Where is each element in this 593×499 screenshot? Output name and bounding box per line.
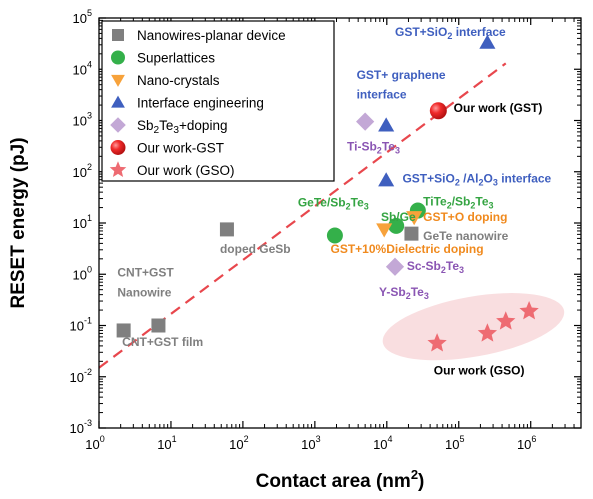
annotation-5: Ti-Sb2Te3 [347,139,400,155]
annotation-7: GeTe/Sb2Te3 [298,195,369,211]
annotations-layer: GST+SiO2 interface GST+ graphene interface… [117,25,551,378]
y-tick-label: 10-1 [70,316,92,334]
x-tick-label: 103 [301,434,320,452]
point-sb-te-doping-1 [356,112,375,131]
gso-highlight-ellipse [382,293,565,361]
legend-marker-our-work-gso [109,161,127,178]
point-nanowires-planar-device-1 [116,323,131,338]
point-our-work-gso-3 [496,311,516,330]
annotation-2: GST+ graphene [357,68,446,82]
y-tick-label: 10-3 [70,418,92,436]
annotation-16: CNT+GST [117,266,174,280]
legend-marker-interface-engineering [111,95,125,108]
y-tick-label: 102 [73,162,92,180]
x-tick-label: 105 [445,434,464,452]
x-tick-label: 102 [229,434,248,452]
annotation-17: Nanowire [117,285,171,299]
legend-label-our-work-gst: Our work-GST [137,141,224,156]
annotation-3: interface [357,87,407,101]
annotation-14: Sc-Sb2Te3 [407,259,464,275]
points-layer [116,34,539,352]
point-our-work-gst-1 [429,102,447,120]
legend-label-nanowires-planar-device: Nanowires-planar device [137,28,286,43]
y-axis-title: RESET energy (pJ) [8,137,29,308]
legend-label-nano-crystals: Nano-crystals [137,73,220,88]
legend-marker-sb-te-doping [110,117,126,133]
legend-marker-our-work-gst [110,140,126,155]
annotation-18: CNT+GST film [122,335,203,349]
annotation-13: GST+10%Dielectric doping [331,242,484,256]
point-nanowires-planar-device-4 [404,226,419,241]
point-interface-engineering-3 [378,172,395,187]
point-interface-engineering-1 [479,34,496,49]
point-our-work-gso-2 [477,323,498,342]
point-superlattices-2 [388,217,405,234]
annotation-8: TiTe2/Sb2Te3 [423,194,493,210]
legend-box [101,20,335,182]
x-tick-label: 104 [373,434,392,452]
annotation-9: Sb/Ge [381,210,416,224]
legend: Nanowires-planar device Superlattices Nano… [101,20,335,182]
x-tick-label: 101 [157,434,176,452]
y-tick-label: 104 [73,59,92,77]
point-superlattices-1 [326,227,343,244]
point-nano-crystals-2 [406,211,423,226]
legend-label-interface-engineering: Interface engineering [137,96,264,111]
y-tick-label: 105 [73,8,92,26]
point-nanowires-planar-device-3 [219,222,234,237]
x-axis-title: Contact area (nm2) [256,467,425,492]
annotation-1: GST+SiO2 interface [395,25,506,41]
point-sb-te-doping-2 [385,257,405,276]
point-interface-engineering-2 [378,117,395,132]
x-tick-label: 100 [85,434,104,452]
annotation-6: GST+SiO2 /Al2O3 interface [402,171,551,187]
annotation-12: GeTe nanowire [423,229,508,243]
annotation-4: Our work (GST) [454,101,543,115]
legend-label-sb-te-doping: Sb2Te3+doping [137,118,227,136]
annotation-10: GST+O doping [423,210,507,224]
annotation-15: Y-Sb2Te3 [379,285,429,301]
point-our-work-gso-4 [519,301,539,320]
annotation-19: Our work (GSO) [434,364,525,378]
legend-marker-superlattices [111,50,125,65]
background-layer [382,293,565,361]
legend-label-superlattices: Superlattices [137,51,215,66]
point-nano-crystals-1 [376,223,393,238]
point-nanowires-planar-device-2 [151,318,166,333]
legend-marker-nano-crystals [111,74,125,87]
legend-marker-nanowires-planar-device [112,29,124,41]
axes-layer: 100 101 102 103 104 105 106 10-3 10-2 10-1 100 101 1… [70,8,582,452]
y-tick-label: 103 [73,111,92,129]
y-tick-label: 101 [73,213,92,231]
y-tick-label: 10-2 [70,367,92,385]
x-tick-label: 106 [517,434,536,452]
annotation-11: doped GeSb [220,242,291,256]
point-our-work-gso-1 [427,333,447,352]
legend-label-our-work-gso: Our work (GSO) [137,163,235,178]
y-tick-label: 100 [73,264,92,282]
